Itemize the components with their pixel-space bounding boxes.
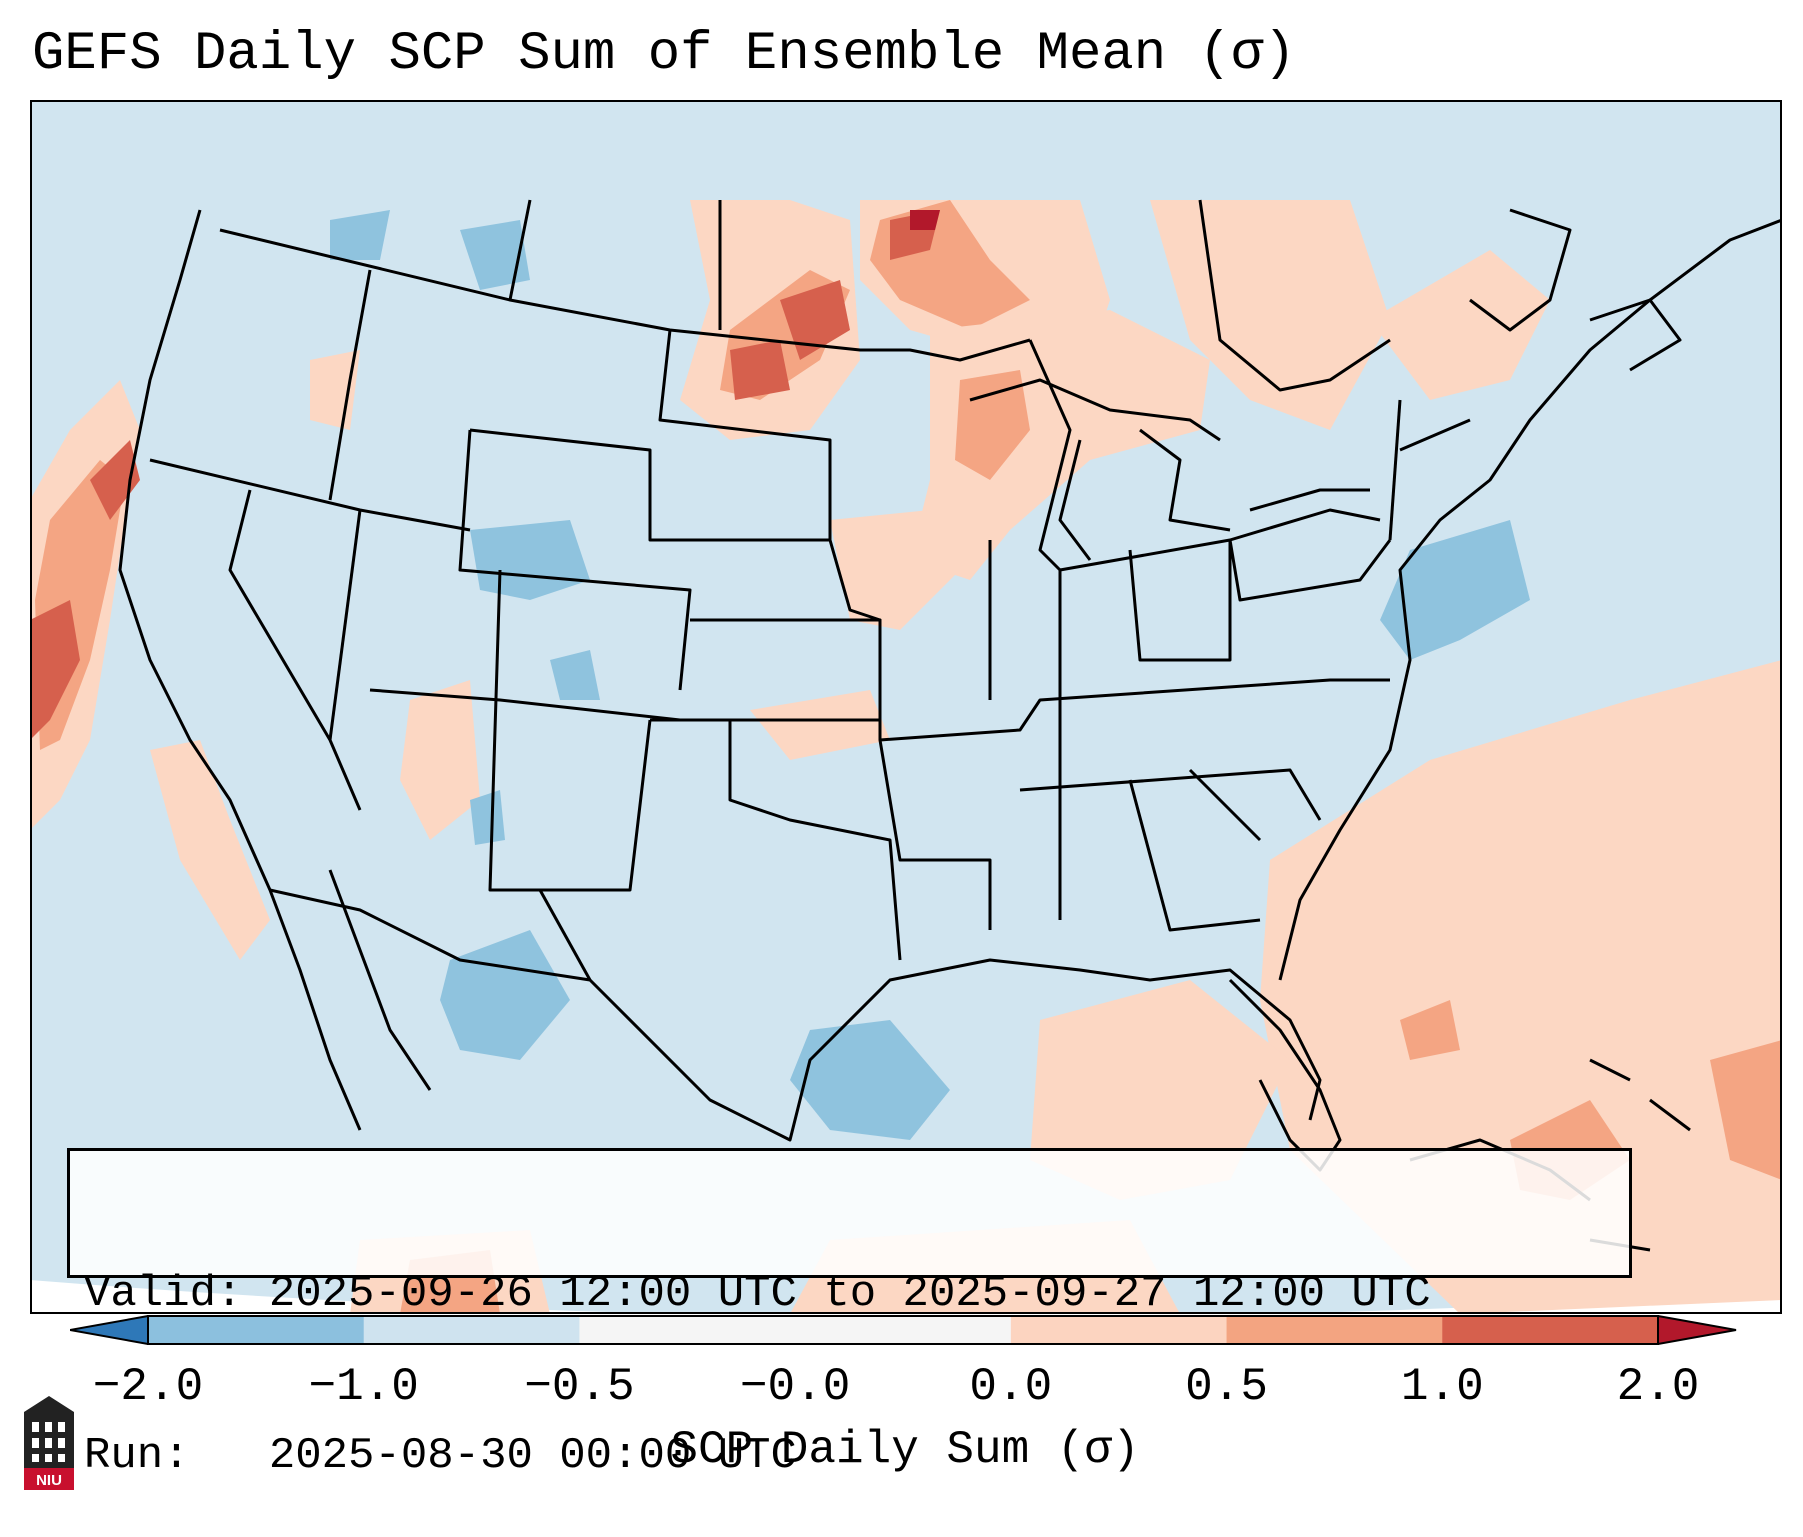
positive-anomaly-patch [1150, 200, 1390, 430]
figure-title: GEFS Daily SCP Sum of Ensemble Mean (σ) [32, 24, 1296, 85]
negative-anomaly-patch [1380, 520, 1530, 660]
colorbar-segment [795, 1316, 1012, 1344]
colorbar-under-arrow [70, 1315, 149, 1345]
anomaly-negative-areas [330, 210, 1530, 1140]
positive-anomaly-patch [150, 740, 270, 960]
colorbar-tick-label: 0.5 [1185, 1361, 1268, 1413]
colorbar-tick-label: −0.0 [739, 1361, 851, 1413]
colorbar-segment [1010, 1316, 1228, 1344]
positive-anomaly-patch [1370, 250, 1550, 400]
colorbar-segment [148, 1316, 365, 1344]
niu-logo: NIU [24, 1396, 74, 1490]
positive-anomaly-patch [30, 600, 80, 740]
positive-anomaly-patch [910, 210, 940, 230]
colorbar-segment [1226, 1316, 1443, 1344]
positive-anomaly-patch [780, 280, 850, 360]
boundaries [118, 199, 1782, 1252]
negative-anomaly-patch [330, 210, 390, 260]
colorbar-segment [579, 1316, 796, 1344]
negative-anomaly-patch [550, 650, 600, 700]
positive-anomaly-patch [90, 440, 140, 520]
run-time-text: Run: 2025-08-30 00:00 UTC [84, 1431, 797, 1481]
colorbar-segment [1442, 1316, 1659, 1344]
valid-run-infobox: Valid: 2025-09-26 12:00 UTC to 2025-09-2… [67, 1148, 1632, 1481]
colorbar-label: SCP Daily Sum (σ) [670, 1424, 1140, 1476]
colorbar-tick-label: 0.0 [969, 1361, 1053, 1413]
negative-anomaly-patch [790, 1020, 950, 1140]
positive-anomaly-patch [730, 340, 790, 400]
colorbar-over-arrow [1657, 1315, 1737, 1345]
colorbar-tick-label: −1.0 [308, 1361, 419, 1413]
colorbar-tick-label: −2.0 [92, 1361, 204, 1413]
map-svg [30, 100, 1782, 1314]
colorbar-segment [363, 1316, 580, 1344]
colorbar-tick-label: 2.0 [1616, 1361, 1700, 1413]
map-panel [30, 100, 1782, 1314]
negative-anomaly-patch [460, 220, 530, 290]
positive-anomaly-patch [1030, 980, 1290, 1200]
valid-time-text: Valid: 2025-09-26 12:00 UTC to 2025-09-2… [84, 1269, 1431, 1319]
colorbar-tick-label: −0.5 [524, 1361, 635, 1413]
positive-anomaly-patch [830, 510, 960, 630]
niu-logo-text: NIU [36, 1472, 62, 1489]
positive-anomaly-patch [310, 350, 360, 430]
positive-anomaly-patch [750, 690, 890, 760]
colorbar [70, 1315, 1737, 1345]
positive-anomaly-patch [400, 680, 480, 840]
negative-anomaly-patch [470, 790, 505, 845]
positive-anomaly-patch [1710, 1040, 1782, 1180]
positive-anomaly-patch [1400, 1000, 1460, 1060]
colorbar-tick-label: 1.0 [1400, 1361, 1484, 1413]
